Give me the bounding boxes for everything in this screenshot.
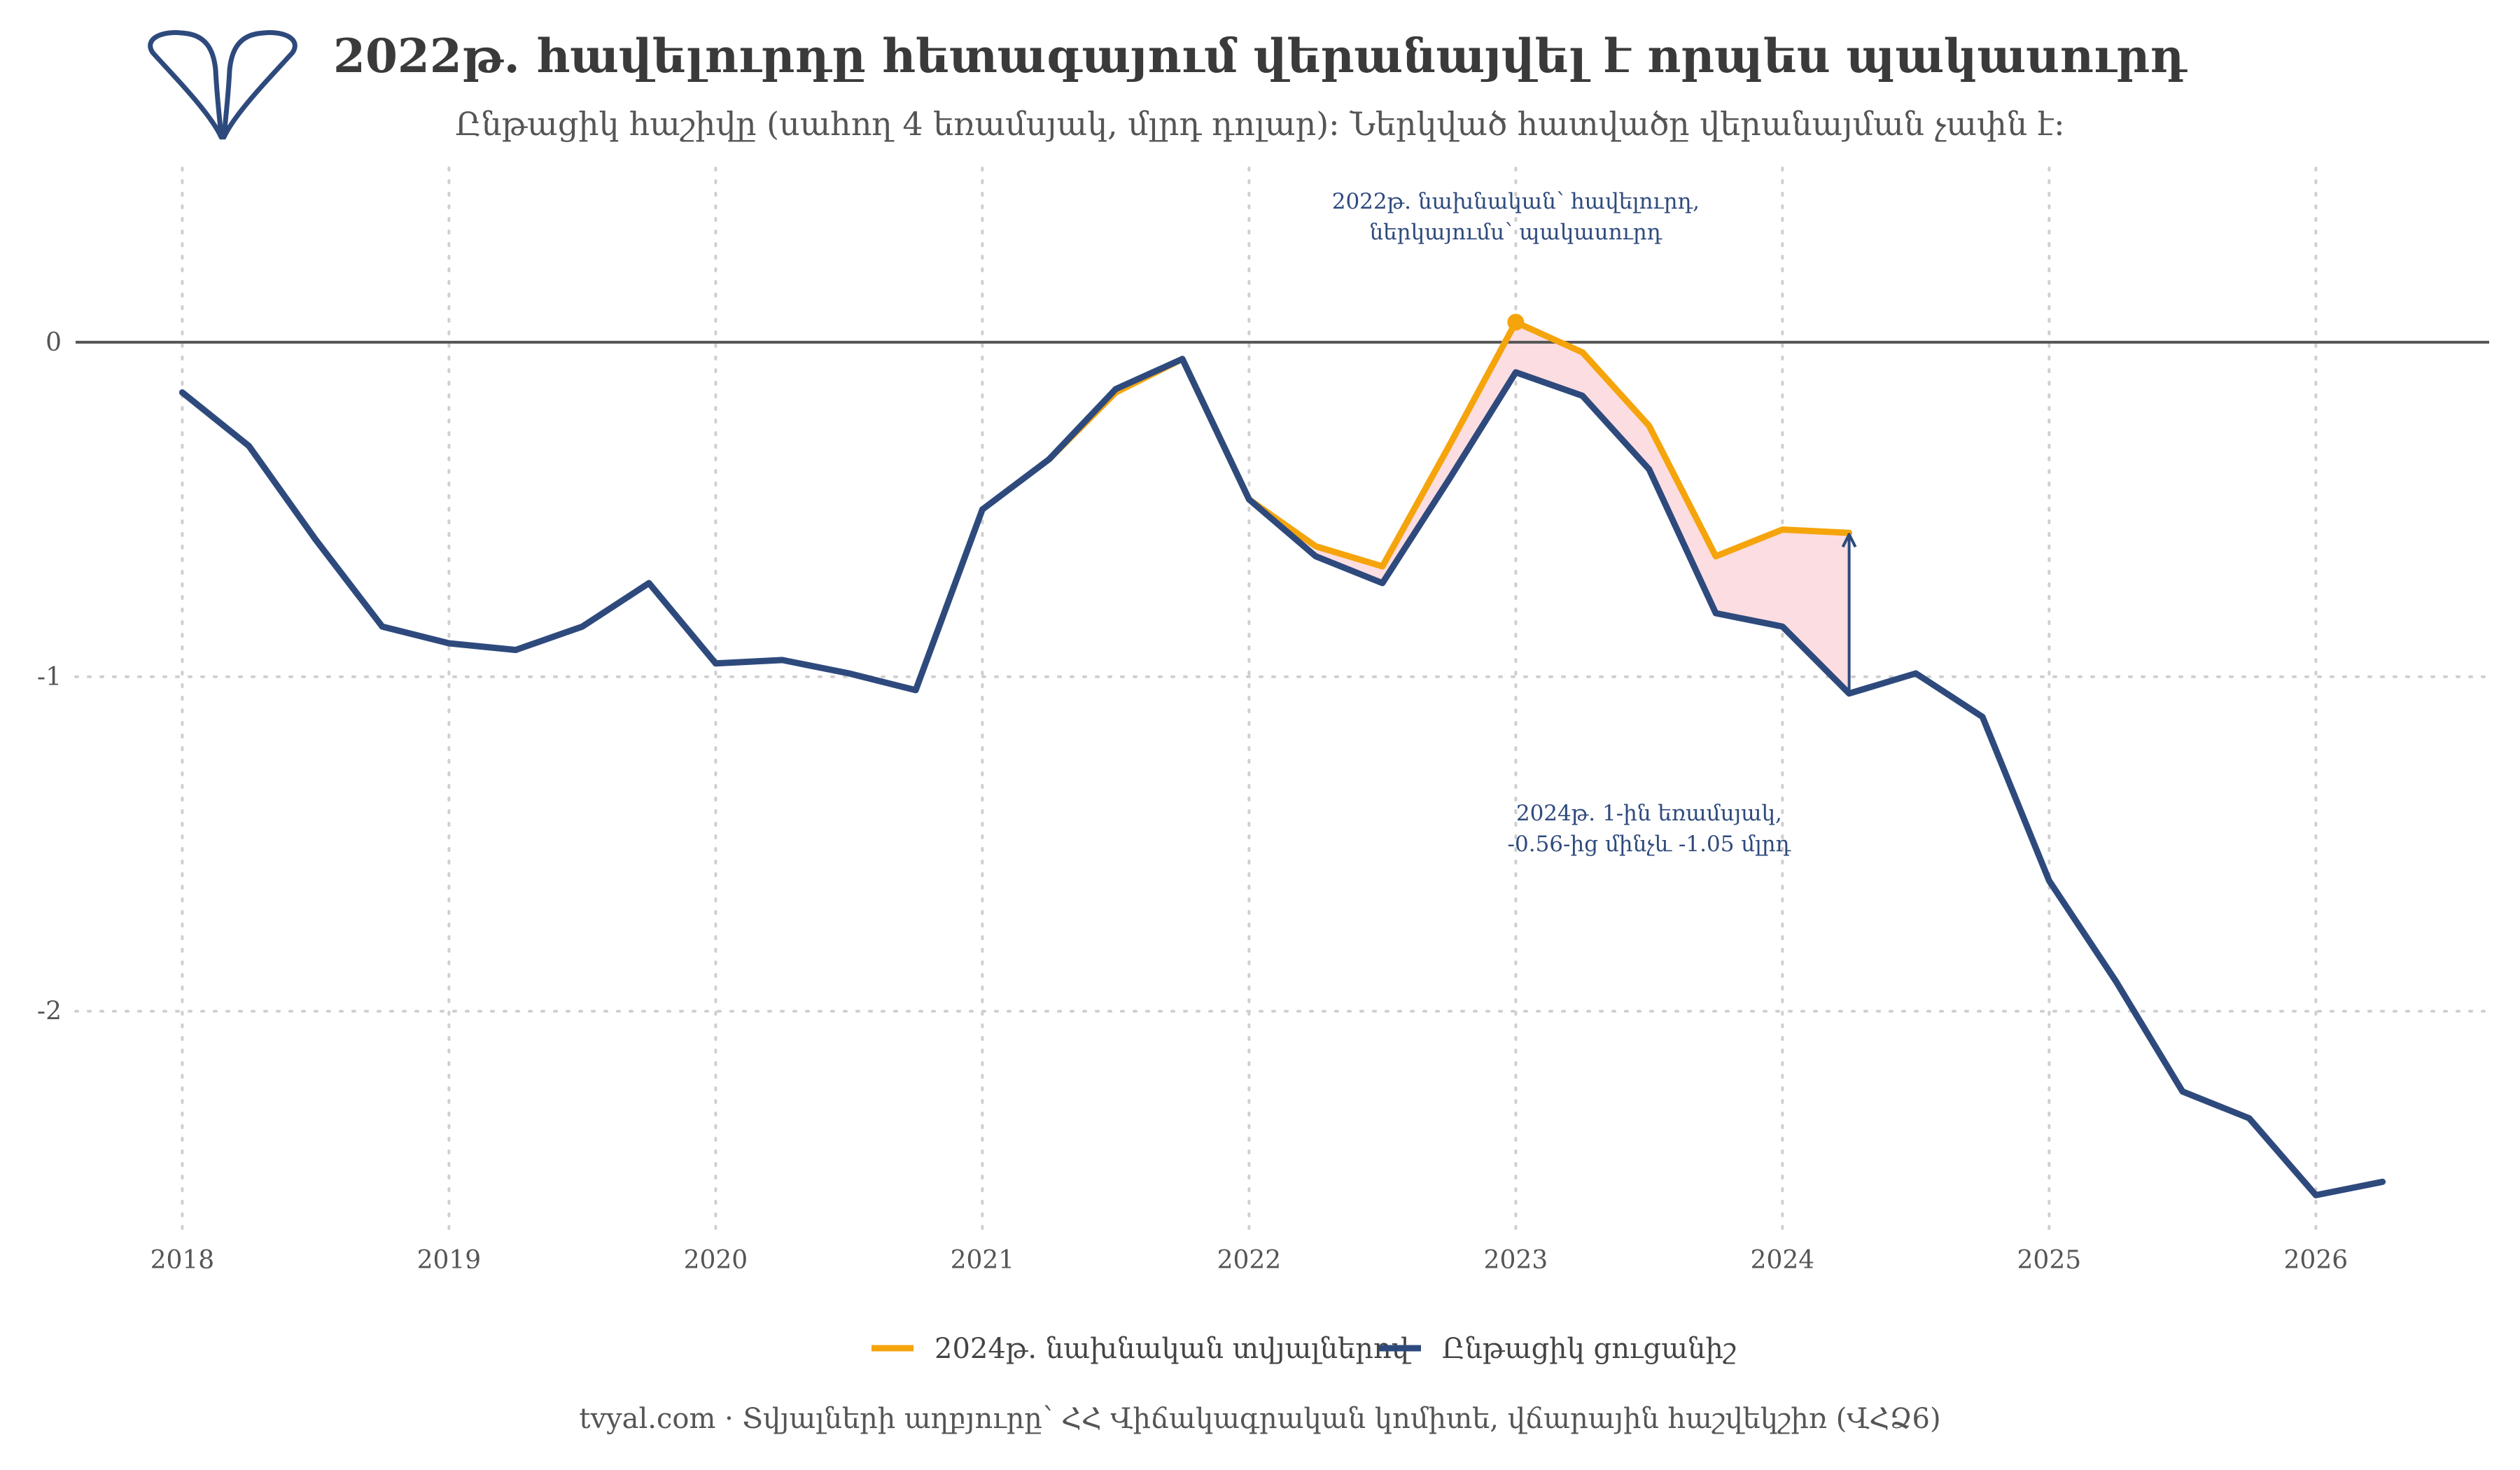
chart-subtitle: Ընթացիկ հաշիվը (սահող 4 եռամսյակ, մլրդ դ… xyxy=(455,105,2065,143)
revision-arrow-head xyxy=(1841,533,1857,548)
x-tick-label: 2018 xyxy=(150,1246,215,1275)
annotation-text-1: ներկայումս՝ պակասուրդ xyxy=(1369,220,1662,245)
x-tick-label: 2020 xyxy=(684,1246,748,1275)
y-tick-label: -2 xyxy=(37,997,62,1026)
tvyal-logo-icon xyxy=(148,30,298,140)
source-caption: tvyal.com · Տվյալների աղբյուրը՝ ՀՀ Վիճակ… xyxy=(579,1403,1940,1435)
chart-title: 2022թ. հավելուրդը հետագայում վերանայվել … xyxy=(333,29,2188,83)
x-tick-label: 2021 xyxy=(951,1246,1015,1275)
annotations: 2022թ. նախնական՝ հավելուրդ, ներկայումս՝ պ… xyxy=(1332,189,1857,857)
grid-lines xyxy=(74,167,2491,1233)
x-axis-tick-labels: 2018 2019 2020 2021 2022 2023 2024 2025 2026 xyxy=(150,1246,2348,1275)
y-tick-label: 0 xyxy=(46,328,62,357)
annotation-text-2: 2024թ. 1-ին եռամսյակ, xyxy=(1516,801,1782,826)
annotation-text-2: -0.56-ից մինչև -1.05 մլրդ xyxy=(1508,832,1791,857)
series-line-preliminary xyxy=(1046,318,1853,570)
x-tick-label: 2019 xyxy=(417,1246,482,1275)
annotation-text-1: 2022թ. նախնական՝ հավելուրդ, xyxy=(1332,189,1700,214)
x-tick-label: 2022 xyxy=(1217,1246,1282,1275)
y-axis-tick-labels: 0 -1 -2 xyxy=(37,328,62,1026)
y-tick-label: -1 xyxy=(37,663,62,692)
legend-label-current: Ընթացիկ ցուցանիշ xyxy=(1442,1333,1736,1365)
series-line-current xyxy=(178,356,2386,1198)
x-tick-label: 2025 xyxy=(2017,1246,2082,1275)
x-tick-label: 2026 xyxy=(2284,1246,2348,1275)
x-tick-label: 2023 xyxy=(1484,1246,1548,1275)
x-tick-label: 2024 xyxy=(1751,1246,1815,1275)
revision-area xyxy=(1315,322,1849,694)
legend: 2024թ. նախնական տվյալներով Ընթացիկ ցուցա… xyxy=(872,1333,1736,1365)
legend-label-preliminary: 2024թ. նախնական տվյալներով xyxy=(934,1333,1412,1365)
revision-shaded-area xyxy=(1315,322,1849,694)
series-lines xyxy=(178,314,2386,1198)
highlight-point xyxy=(1507,314,1525,331)
